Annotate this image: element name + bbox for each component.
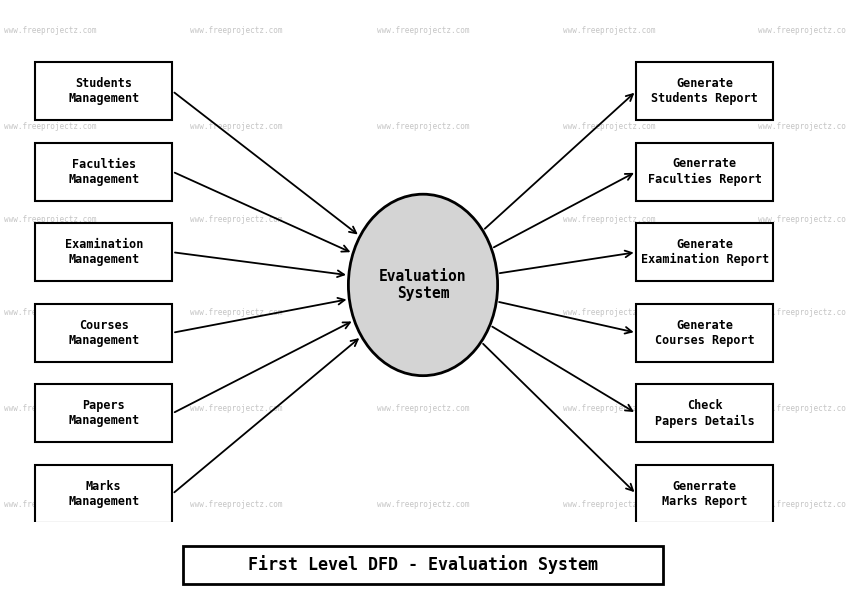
Text: Generate
Students Report: Generate Students Report: [651, 77, 758, 105]
FancyBboxPatch shape: [636, 62, 773, 120]
Text: www.freeprojectz.com: www.freeprojectz.com: [3, 404, 96, 413]
Text: www.freeprojectz.com: www.freeprojectz.com: [758, 404, 846, 413]
Text: www.freeprojectz.com: www.freeprojectz.com: [376, 308, 470, 317]
Text: www.freeprojectz.com: www.freeprojectz.com: [563, 26, 656, 35]
Text: www.freeprojectz.com: www.freeprojectz.com: [758, 500, 846, 509]
FancyBboxPatch shape: [636, 384, 773, 442]
Text: www.freeprojectz.com: www.freeprojectz.com: [190, 122, 283, 130]
Text: Faculties
Management: Faculties Management: [69, 158, 140, 186]
Text: www.freeprojectz.com: www.freeprojectz.com: [376, 404, 470, 413]
Text: www.freeprojectz.com: www.freeprojectz.com: [3, 308, 96, 317]
Text: www.freeprojectz.com: www.freeprojectz.com: [376, 500, 470, 509]
Text: www.freeprojectz.com: www.freeprojectz.com: [376, 122, 470, 130]
FancyBboxPatch shape: [36, 223, 173, 281]
Text: www.freeprojectz.com: www.freeprojectz.com: [3, 500, 96, 509]
Text: www.freeprojectz.com: www.freeprojectz.com: [376, 215, 470, 224]
Text: www.freeprojectz.com: www.freeprojectz.com: [563, 122, 656, 130]
Text: www.freeprojectz.com: www.freeprojectz.com: [563, 215, 656, 224]
Text: www.freeprojectz.com: www.freeprojectz.com: [190, 26, 283, 35]
Text: www.freeprojectz.com: www.freeprojectz.com: [3, 215, 96, 224]
Text: Examination
Management: Examination Management: [64, 238, 143, 266]
FancyBboxPatch shape: [36, 304, 173, 362]
Ellipse shape: [349, 195, 497, 376]
Text: www.freeprojectz.com: www.freeprojectz.com: [376, 26, 470, 35]
Text: Courses
Management: Courses Management: [69, 319, 140, 347]
Text: www.freeprojectz.com: www.freeprojectz.com: [190, 500, 283, 509]
Text: First Level DFD - Evaluation System: First Level DFD - Evaluation System: [248, 555, 598, 574]
Text: www.freeprojectz.com: www.freeprojectz.com: [190, 404, 283, 413]
Text: www.freeprojectz.com: www.freeprojectz.com: [758, 215, 846, 224]
FancyBboxPatch shape: [636, 142, 773, 200]
Text: Students
Management: Students Management: [69, 77, 140, 105]
Text: Marks
Management: Marks Management: [69, 480, 140, 508]
Text: Evaluation
System: Evaluation System: [379, 269, 467, 301]
Text: Check
Papers Details: Check Papers Details: [655, 400, 755, 428]
Text: www.freeprojectz.com: www.freeprojectz.com: [3, 122, 96, 130]
Text: Generrate
Marks Report: Generrate Marks Report: [662, 480, 748, 508]
Text: www.freeprojectz.com: www.freeprojectz.com: [190, 308, 283, 317]
FancyBboxPatch shape: [36, 142, 173, 200]
Text: Generate
Examination Report: Generate Examination Report: [640, 238, 769, 266]
FancyBboxPatch shape: [636, 304, 773, 362]
Text: Papers
Management: Papers Management: [69, 400, 140, 428]
Text: www.freeprojectz.com: www.freeprojectz.com: [3, 26, 96, 35]
Text: www.freeprojectz.com: www.freeprojectz.com: [758, 26, 846, 35]
Text: www.freeprojectz.com: www.freeprojectz.com: [563, 404, 656, 413]
FancyBboxPatch shape: [183, 546, 663, 584]
Text: www.freeprojectz.com: www.freeprojectz.com: [563, 500, 656, 509]
Text: Generate
Courses Report: Generate Courses Report: [655, 319, 755, 347]
Text: www.freeprojectz.com: www.freeprojectz.com: [190, 215, 283, 224]
Text: www.freeprojectz.com: www.freeprojectz.com: [563, 308, 656, 317]
FancyBboxPatch shape: [636, 223, 773, 281]
FancyBboxPatch shape: [636, 465, 773, 523]
FancyBboxPatch shape: [36, 62, 173, 120]
Text: Generrate
Faculties Report: Generrate Faculties Report: [648, 158, 762, 186]
Text: www.freeprojectz.com: www.freeprojectz.com: [758, 122, 846, 130]
Text: www.freeprojectz.com: www.freeprojectz.com: [758, 308, 846, 317]
FancyBboxPatch shape: [36, 384, 173, 442]
FancyBboxPatch shape: [36, 465, 173, 523]
